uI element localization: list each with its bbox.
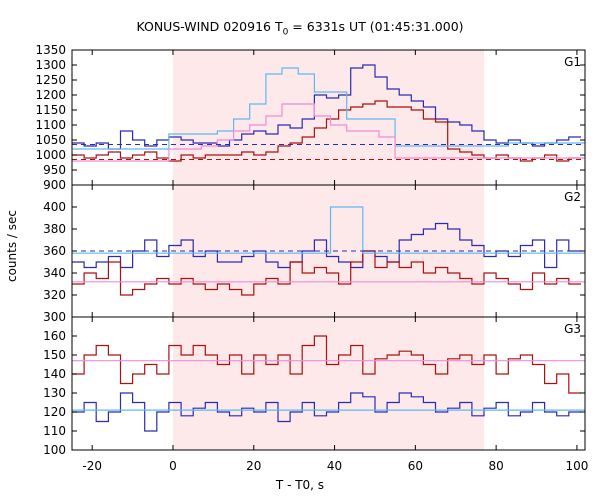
panel-g1-ytick-label: 1350 <box>35 43 66 57</box>
panel-g1-ytick-label: 900 <box>43 178 66 192</box>
panel-g3-shaded-interval <box>172 317 485 450</box>
panel-g2-ytick-label: 340 <box>43 266 66 280</box>
panel-g3-ytick-label: 100 <box>43 443 66 457</box>
panel-g3-label: G3 <box>564 322 581 336</box>
panel-g2-ytick-label: 300 <box>43 310 66 324</box>
panel-g2-ytick-label: 400 <box>43 200 66 214</box>
panel-g2-label: G2 <box>564 190 581 204</box>
panel-g1-label: G1 <box>564 55 581 69</box>
xtick-label: 80 <box>488 459 503 473</box>
panel-g1-ytick-label: 1100 <box>35 118 66 132</box>
panel-g1-ytick-label: 1250 <box>35 73 66 87</box>
xtick-label: 20 <box>246 459 261 473</box>
panel-g3-ytick-label: 160 <box>43 329 66 343</box>
panel-g1-ytick-label: 950 <box>43 163 66 177</box>
panel-g1-ytick-label: 1050 <box>35 133 66 147</box>
panel-g1-series-blue <box>72 64 581 150</box>
panel-g3-series-red <box>72 335 581 394</box>
panel-g1-series-pink <box>72 103 585 162</box>
chart-title: KONUS-WIND 020916 T0 = 6331s UT (01:45:3… <box>136 19 464 38</box>
panel-g1-ytick-label: 1200 <box>35 88 66 102</box>
panel-g1-series-lightblue <box>72 67 585 150</box>
panel-g3-series-blue <box>72 392 581 432</box>
panel-g3-ytick-label: 140 <box>43 367 66 381</box>
panel-g2-series-lightblue <box>72 206 585 254</box>
xtick-label: 0 <box>169 459 177 473</box>
xtick-label: 40 <box>327 459 342 473</box>
panel-g3-ytick-label: 130 <box>43 386 66 400</box>
panel-g2-ytick-label: 320 <box>43 288 66 302</box>
panel-g1-ytick-label: 1150 <box>35 103 66 117</box>
panel-g3-ytick-label: 120 <box>43 405 66 419</box>
xtick-label: 60 <box>408 459 423 473</box>
panel-g1-ytick-label: 1300 <box>35 58 66 72</box>
panel-g1-series-red <box>72 100 581 162</box>
panel-g2-series-red <box>72 250 581 296</box>
panel-g3-frame <box>71 316 586 451</box>
panel-g2-ytick-label: 380 <box>43 222 66 236</box>
panel-g1-shaded-interval <box>172 50 485 185</box>
panel-g3-ytick-label: 150 <box>43 348 66 362</box>
xtick-label: -20 <box>82 459 102 473</box>
x-axis-label: T - T0, s <box>275 478 325 492</box>
panel-g1-ytick-label: 1000 <box>35 148 66 162</box>
panel-g2-ytick-label: 360 <box>43 244 66 258</box>
xtick-label: 100 <box>565 459 588 473</box>
panel-g3-ytick-label: 110 <box>43 424 66 438</box>
